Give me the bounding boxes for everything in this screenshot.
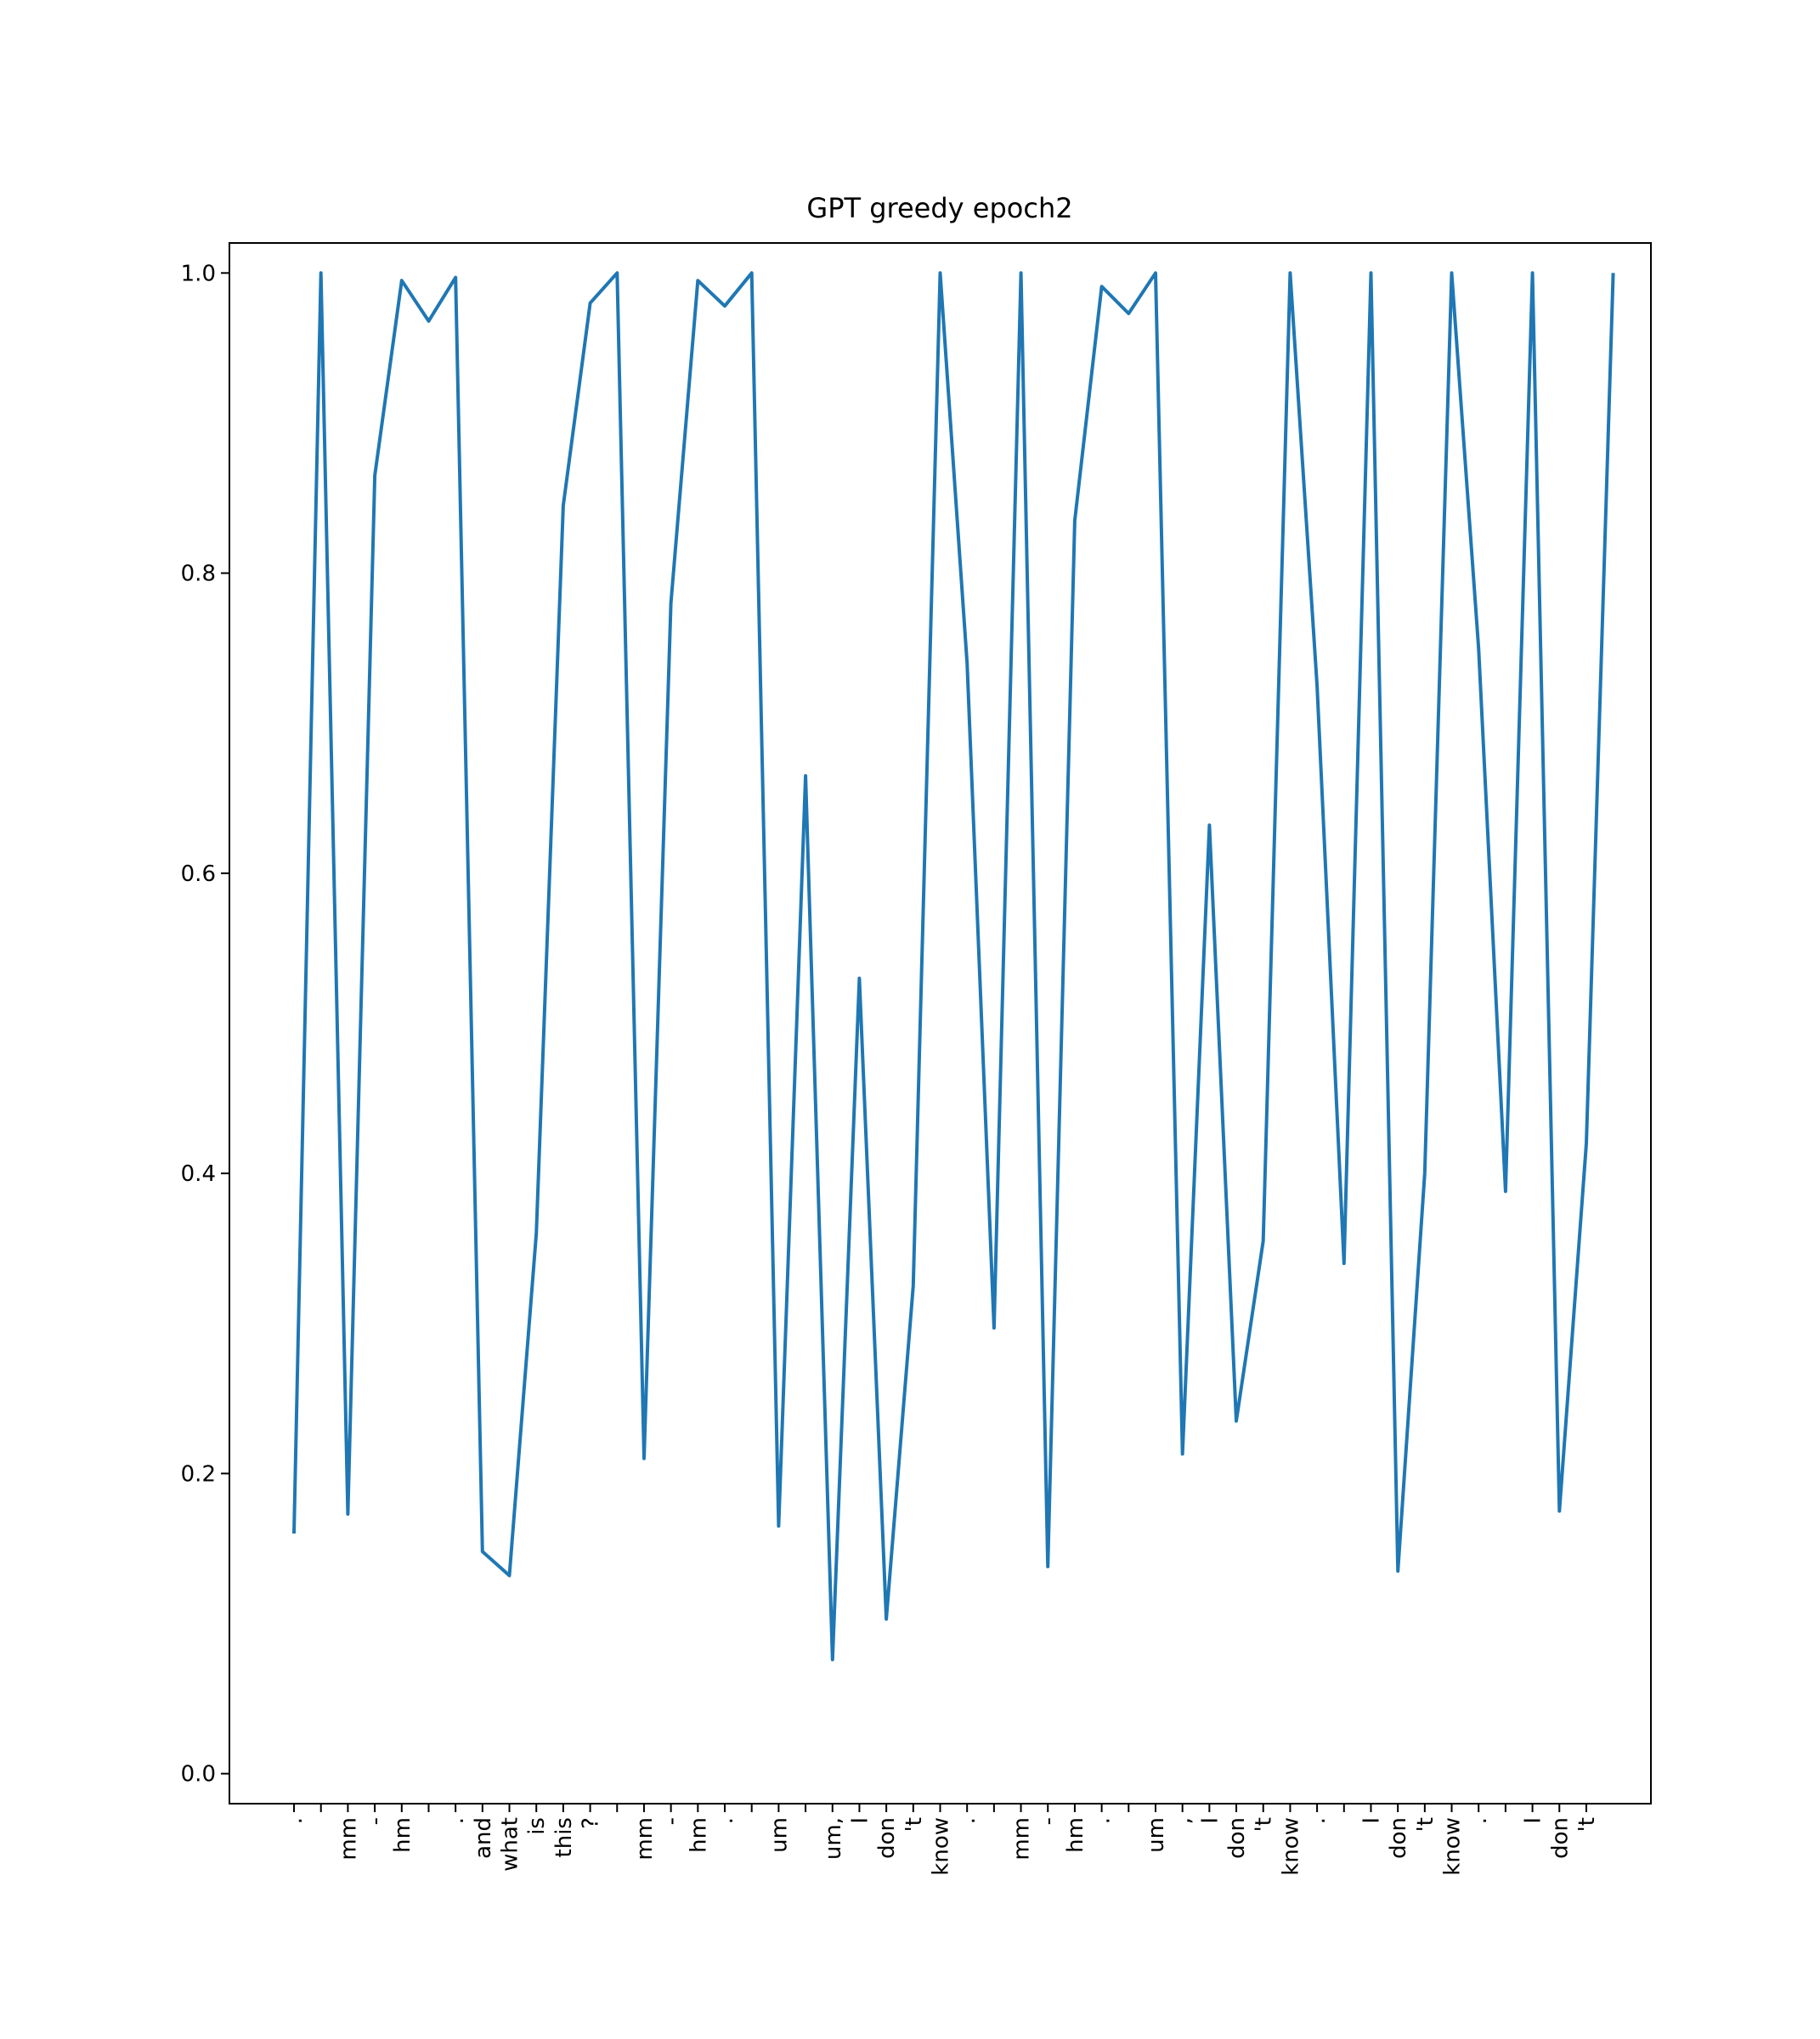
x-tick-label: hm — [1063, 1817, 1088, 1853]
x-tick-label: um — [1144, 1817, 1169, 1853]
x-tick-label: um — [766, 1817, 792, 1853]
x-tick-label: . — [955, 1817, 981, 1824]
x-tick-label: know — [1440, 1817, 1466, 1876]
x-tick-label: what — [498, 1817, 523, 1872]
x-tick-label: - — [659, 1817, 685, 1825]
plot-frame — [229, 242, 1652, 1805]
x-tick-label: 't — [1574, 1817, 1600, 1832]
x-tick-label: I — [1197, 1817, 1223, 1824]
x-tick-label: . — [444, 1817, 469, 1824]
x-tick-label: and — [471, 1817, 496, 1859]
y-tick-label: 0.0 — [181, 1762, 216, 1788]
x-tick-label: 't — [1252, 1817, 1277, 1832]
x-tick-label: mm — [632, 1817, 658, 1861]
y-tick-label: 1.0 — [181, 261, 216, 286]
y-tick-label: 0.6 — [181, 861, 216, 887]
x-tick-label: . — [282, 1817, 308, 1824]
x-tick-label: . — [1090, 1817, 1116, 1824]
x-tick-label: this — [551, 1817, 577, 1857]
x-tick-label: , — [1171, 1817, 1196, 1824]
x-tick-label: know — [929, 1817, 954, 1876]
x-tick-label: don — [1224, 1817, 1250, 1859]
y-tick-label: 0.4 — [181, 1161, 216, 1187]
x-tick-label: hm — [686, 1817, 711, 1853]
x-tick-label: 't — [1413, 1817, 1438, 1832]
x-tick-label: mm — [1009, 1817, 1035, 1861]
x-tick-label: - — [363, 1817, 388, 1825]
x-tick-label: . — [1467, 1817, 1492, 1824]
x-tick-label: um, — [821, 1817, 846, 1860]
x-tick-label: I — [1359, 1817, 1384, 1824]
x-tick-label: - — [1036, 1817, 1061, 1825]
x-tick-label: mm — [336, 1817, 361, 1861]
x-tick-label: is — [524, 1817, 550, 1835]
x-tick-label: . — [1305, 1817, 1331, 1824]
x-tick-label: ? — [579, 1817, 604, 1829]
line-series — [292, 271, 1615, 1662]
x-tick-label: don — [874, 1817, 900, 1859]
x-tick-label: don — [1547, 1817, 1573, 1859]
chart-title: GPT greedy epoch2 — [806, 192, 1072, 224]
x-tick-label: don — [1386, 1817, 1411, 1859]
x-tick-label: 't — [902, 1817, 927, 1832]
x-tick-label: I — [847, 1817, 873, 1824]
y-tick-label: 0.8 — [181, 562, 216, 587]
x-tick-label: hm — [390, 1817, 415, 1853]
x-tick-label: I — [1521, 1817, 1546, 1824]
x-tick-label: . — [713, 1817, 738, 1824]
x-tick-label: know — [1278, 1817, 1303, 1876]
y-tick-label: 0.2 — [181, 1461, 216, 1487]
